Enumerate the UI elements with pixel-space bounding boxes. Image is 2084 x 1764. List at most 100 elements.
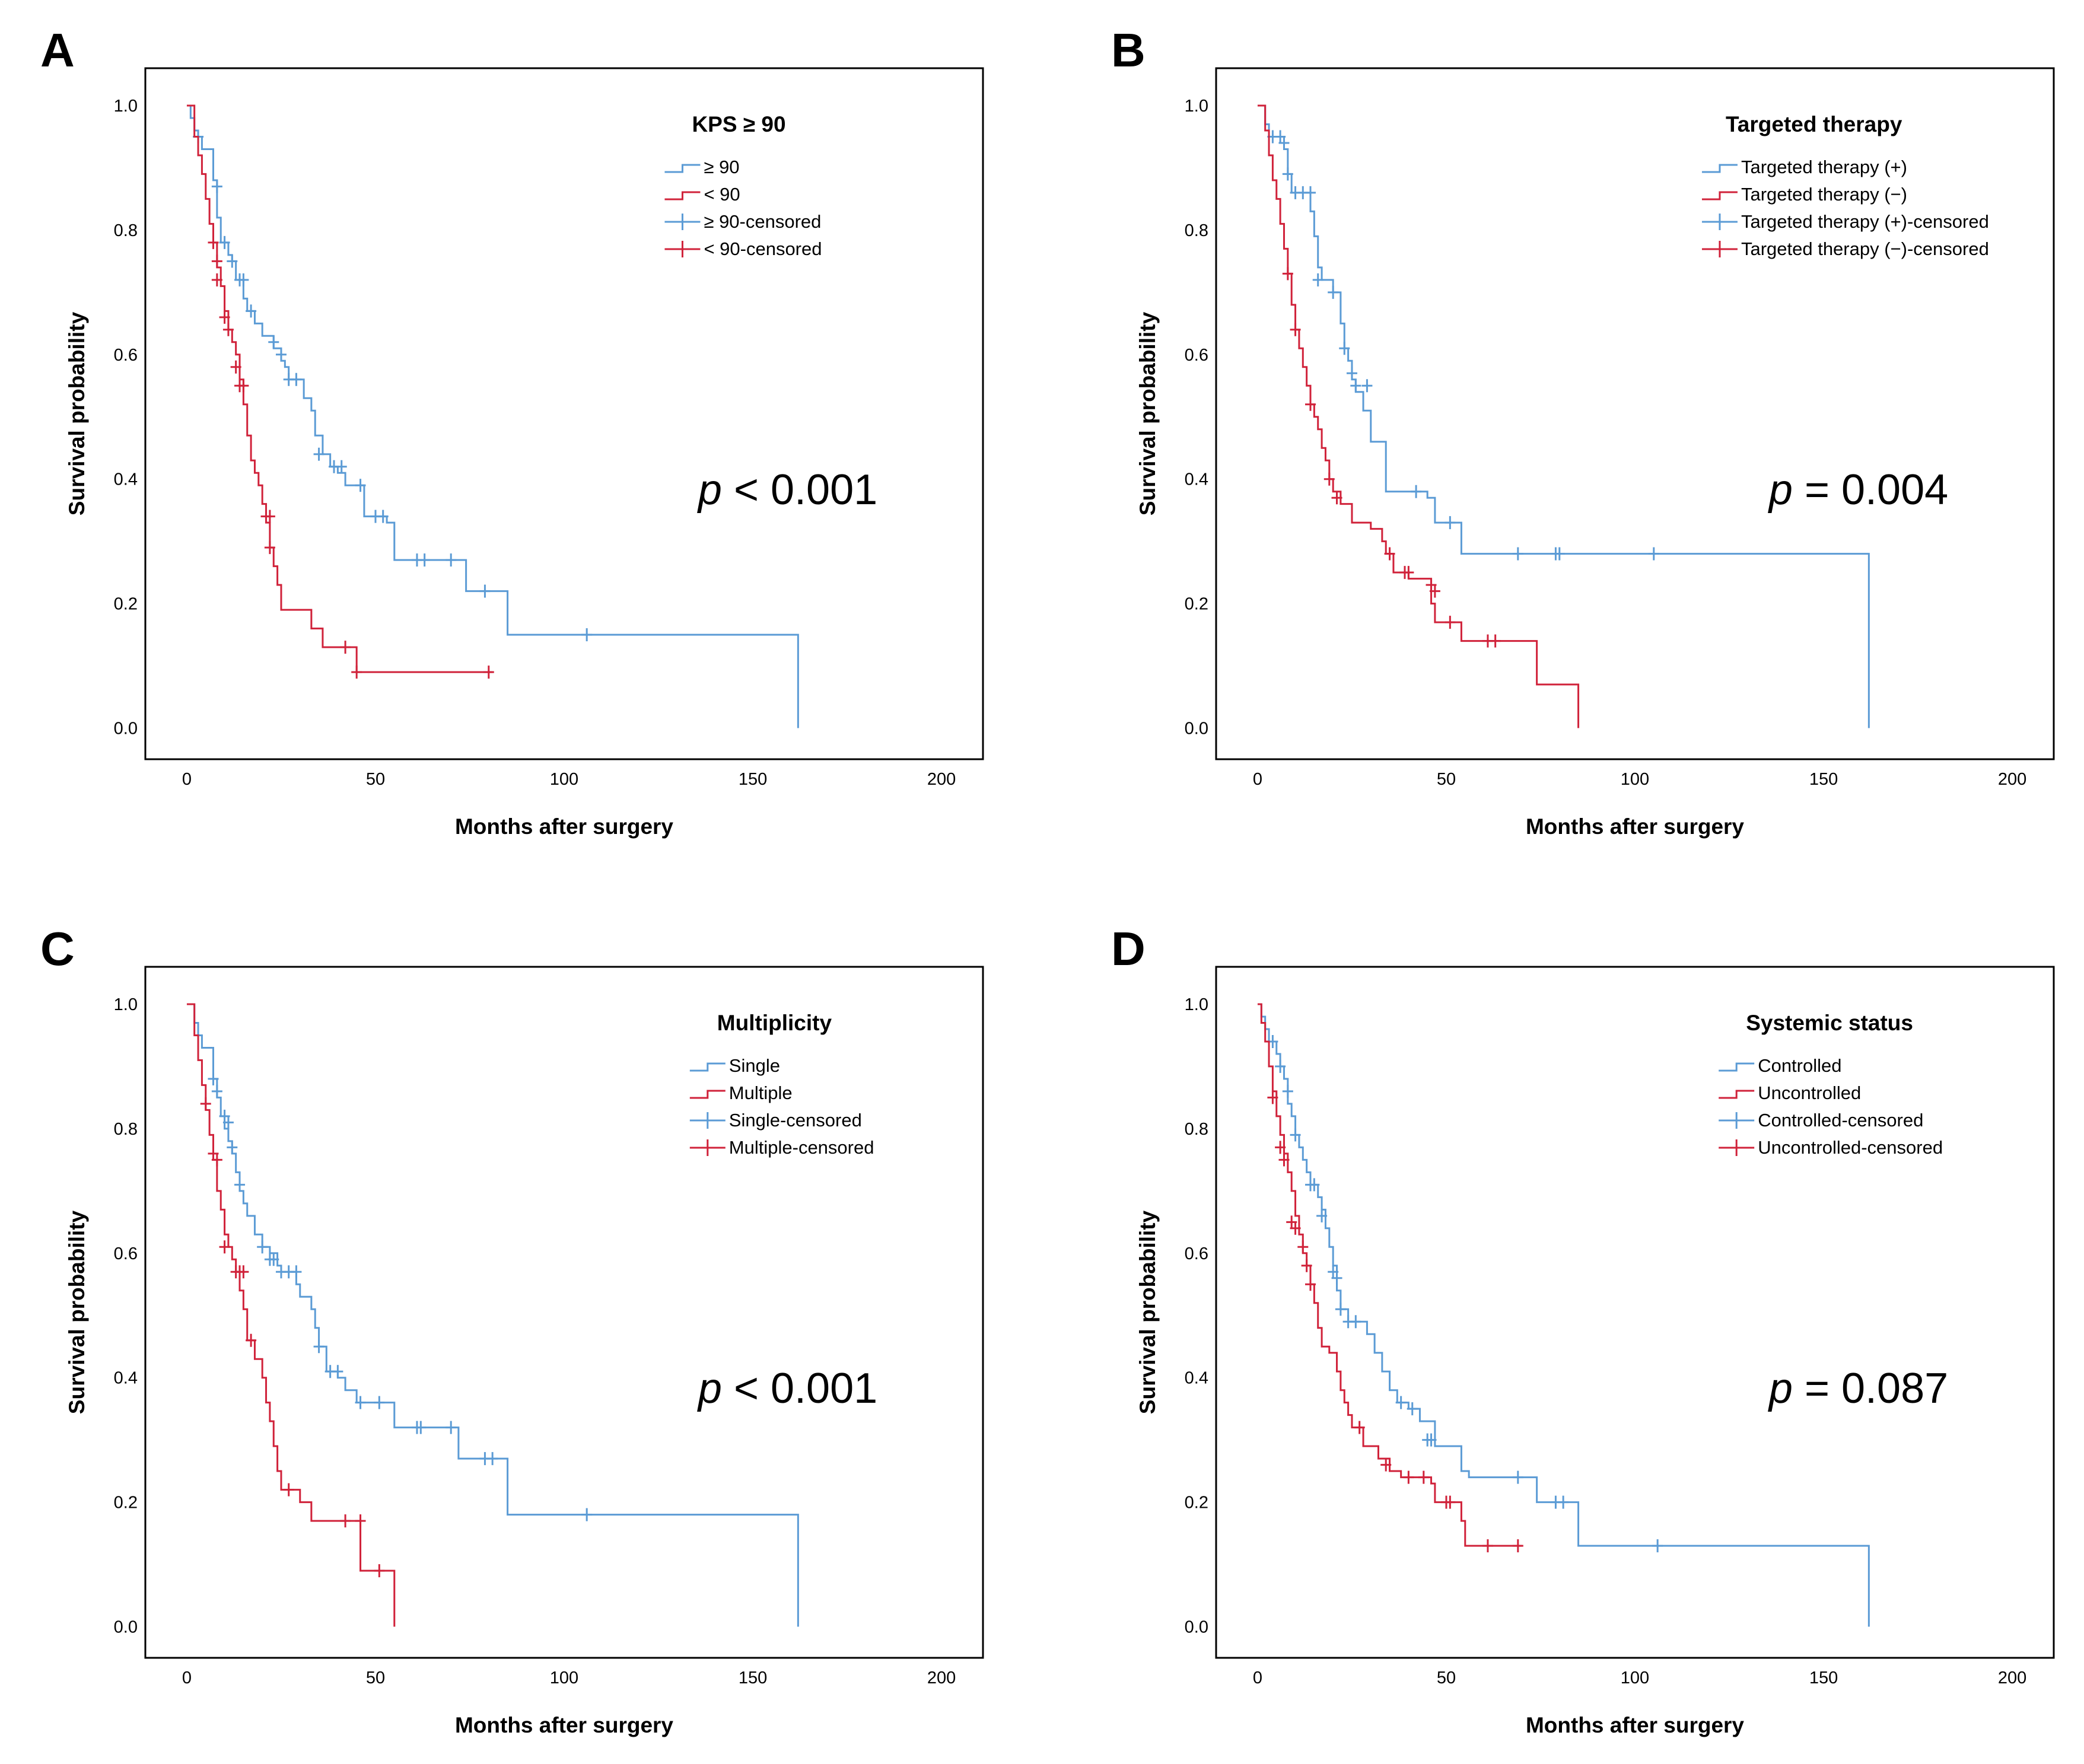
panel-a-letter: A <box>40 24 75 77</box>
panel-a-legend-censor-b-swatch <box>664 241 701 257</box>
panel-d-p-value: p = 0.087 <box>1768 1365 1948 1412</box>
panel-c-series-b-censor-mark <box>283 1483 294 1496</box>
panel-c-series-a-censor-mark <box>211 1084 222 1098</box>
panel-b-series-b-censor-mark <box>1331 491 1342 505</box>
panel-d-legend-censor-a-swatch <box>1719 1112 1755 1129</box>
panel-a-series-b-censor-mark <box>340 641 351 654</box>
panel-a-legend-line-a-swatch <box>664 164 701 173</box>
panel-a-y-tick-label: 1.0 <box>114 97 138 116</box>
panel-a-y-tick-label: 0.0 <box>114 719 138 738</box>
panel-a-plot-frame <box>144 67 984 760</box>
panel-c-series-b-censor-mark <box>355 1514 366 1528</box>
panel-b-series-a-censor-mark <box>1312 273 1323 286</box>
panel-b-x-tick-label: 0 <box>1253 770 1262 789</box>
panel-c-x-tick-label: 150 <box>739 1669 767 1687</box>
panel-a-x-tick-label: 0 <box>182 770 192 789</box>
panel-d-x-tick-label: 0 <box>1253 1669 1262 1687</box>
panel-a-series-a-censor-mark <box>291 372 302 386</box>
panel-c-series-a-censor-mark <box>208 1072 219 1085</box>
panel-d-series-a-censor-mark <box>1395 1396 1407 1409</box>
panel-d-legend-censor-b-swatch <box>1719 1139 1755 1156</box>
panel-b-legend-line-a-label: Targeted therapy (+) <box>1741 157 1907 177</box>
panel-c-series-a-censor-mark <box>446 1421 457 1434</box>
panel-d-series-a-censor-mark <box>1309 1178 1320 1192</box>
panel-b-x-tick-label: 100 <box>1621 770 1649 789</box>
panel-a-legend-line-a-label: ≥ 90 <box>704 157 739 177</box>
panel-d-series-b-censor-mark <box>1290 1221 1301 1235</box>
panel-b-y-axis-title: Survival probability <box>1135 311 1160 515</box>
panel-c-p-text: < 0.001 <box>722 1365 877 1412</box>
panel-b-series-a-censor-mark <box>1282 167 1293 181</box>
panel-b-y-tick-label: 1.0 <box>1185 97 1208 116</box>
panel-b-series-a-censor-mark <box>1278 136 1290 149</box>
panel-b-x-axis-title: Months after surgery <box>1526 814 1744 839</box>
panel-c-series-a-censor-mark <box>234 1178 246 1192</box>
panel-d-series-b-censor-mark <box>1482 1539 1493 1553</box>
panel-b-legend-censor-b-swatch <box>1701 241 1738 257</box>
panel-b-plot-frame <box>1215 67 2055 760</box>
panel-c-series-a-censor-mark <box>487 1452 498 1466</box>
panel-b-series-a-censor-mark <box>1339 342 1350 355</box>
panel-d: D 0 50 100 150 200 0.0 0.2 0.4 0.6 0.8 1.0 Months af… <box>1111 922 2055 1737</box>
panel-d-x-tick-label: 150 <box>1809 1669 1838 1687</box>
panel-d-p-text: = 0.087 <box>1793 1365 1948 1412</box>
panel-b-y-tick-label: 0.2 <box>1185 595 1208 614</box>
panel-a-series-b-censor-mark <box>222 323 234 336</box>
panel-d-p-symbol: p <box>1768 1365 1793 1412</box>
panel-a-series-a-censor-mark <box>479 584 491 598</box>
panel-b-series-b-curve <box>1257 104 1580 728</box>
panel-d-y-tick-label: 0.8 <box>1185 1120 1208 1139</box>
panel-c-series-a-censor-mark <box>332 1365 343 1378</box>
panel-b-x-tick-label: 150 <box>1809 770 1838 789</box>
panel-d-series-a-censor-mark <box>1407 1402 1418 1416</box>
panel-b-series-b-censor-mark <box>1445 616 1456 629</box>
panel-c-p-value: p < 0.001 <box>697 1365 877 1412</box>
panel-d-series-a-censor-mark <box>1316 1209 1328 1222</box>
panel-a-y-tick-label: 0.2 <box>114 595 138 614</box>
panel-c-legend-censor-b-label: Multiple-censored <box>729 1137 874 1158</box>
panel-c-series-a-censor-mark <box>313 1340 324 1354</box>
panel-a-series-b-censor-mark <box>483 666 494 679</box>
panel-b-p-symbol: p <box>1768 466 1793 514</box>
panel-c-legend-title: Multiplicity <box>717 1011 832 1035</box>
panel-c-series-a-censor-mark <box>355 1396 366 1409</box>
panel-a-legend-censor-b-label: < 90-censored <box>704 238 822 259</box>
panel-b-series-a-censor-mark <box>1411 485 1422 498</box>
panel-a-series-b-censor-mark <box>219 310 230 324</box>
panel-d-series-b-curve <box>1257 1003 1522 1547</box>
panel-b-series-b-censor-mark <box>1305 397 1316 411</box>
panel-a-series-a-censor-mark <box>336 460 347 473</box>
panel-a-series-a-censor-mark <box>219 235 230 249</box>
panel-d-series-a-censor-mark <box>1350 1315 1361 1329</box>
panel-d-x-tick-label: 200 <box>1998 1669 2026 1687</box>
panel-a: A 0 50 100 150 200 0.0 0.2 0.4 0.6 0.8 1.0 Months af… <box>40 24 984 839</box>
panel-d-x-tick-label: 50 <box>1437 1669 1456 1687</box>
panel-d-series-a-curve <box>1257 1003 1870 1627</box>
panel-c-letter: C <box>40 922 75 975</box>
panel-a-y-tick-label: 0.4 <box>114 470 138 489</box>
panel-a-series-a-censor-mark <box>268 335 279 349</box>
panel-d-series-b-censor-mark <box>1403 1470 1414 1484</box>
panel-a-series-a-censor-mark <box>227 254 238 268</box>
panel-d-plot-frame <box>1215 966 2055 1659</box>
panel-a-series-a-censor-mark <box>275 348 287 361</box>
panel-d-series-a-censor-mark <box>1331 1271 1342 1285</box>
panel-d-series-b-censor-mark <box>1380 1458 1392 1472</box>
panel-b-series-b-censor-mark <box>1282 267 1293 281</box>
panel-c-x-tick-label: 50 <box>366 1669 385 1687</box>
panel-a-series-a-censor-mark <box>211 180 222 193</box>
panel-c-series-a-censor-mark <box>222 1116 234 1129</box>
panel-d-y-tick-label: 0.4 <box>1185 1369 1208 1388</box>
panel-a-legend-censor-a-swatch <box>664 214 701 230</box>
panel-d-series-b-censor-mark <box>1297 1240 1309 1254</box>
panel-d-letter: D <box>1111 922 1146 975</box>
panel-b-series-a-censor-mark <box>1554 547 1565 561</box>
panel-a-series-b-censor-mark <box>264 541 275 555</box>
panel-c-series-b-censor-mark <box>246 1333 257 1347</box>
panel-d-legend-line-a-swatch <box>1719 1062 1755 1072</box>
panel-a-legend-line-b-label: < 90 <box>704 184 740 205</box>
panel-a-legend-censor-a-label: ≥ 90-censored <box>704 211 821 232</box>
panel-c-y-tick-label: 1.0 <box>114 995 138 1014</box>
panel-c-series-a-curve <box>186 1003 799 1627</box>
